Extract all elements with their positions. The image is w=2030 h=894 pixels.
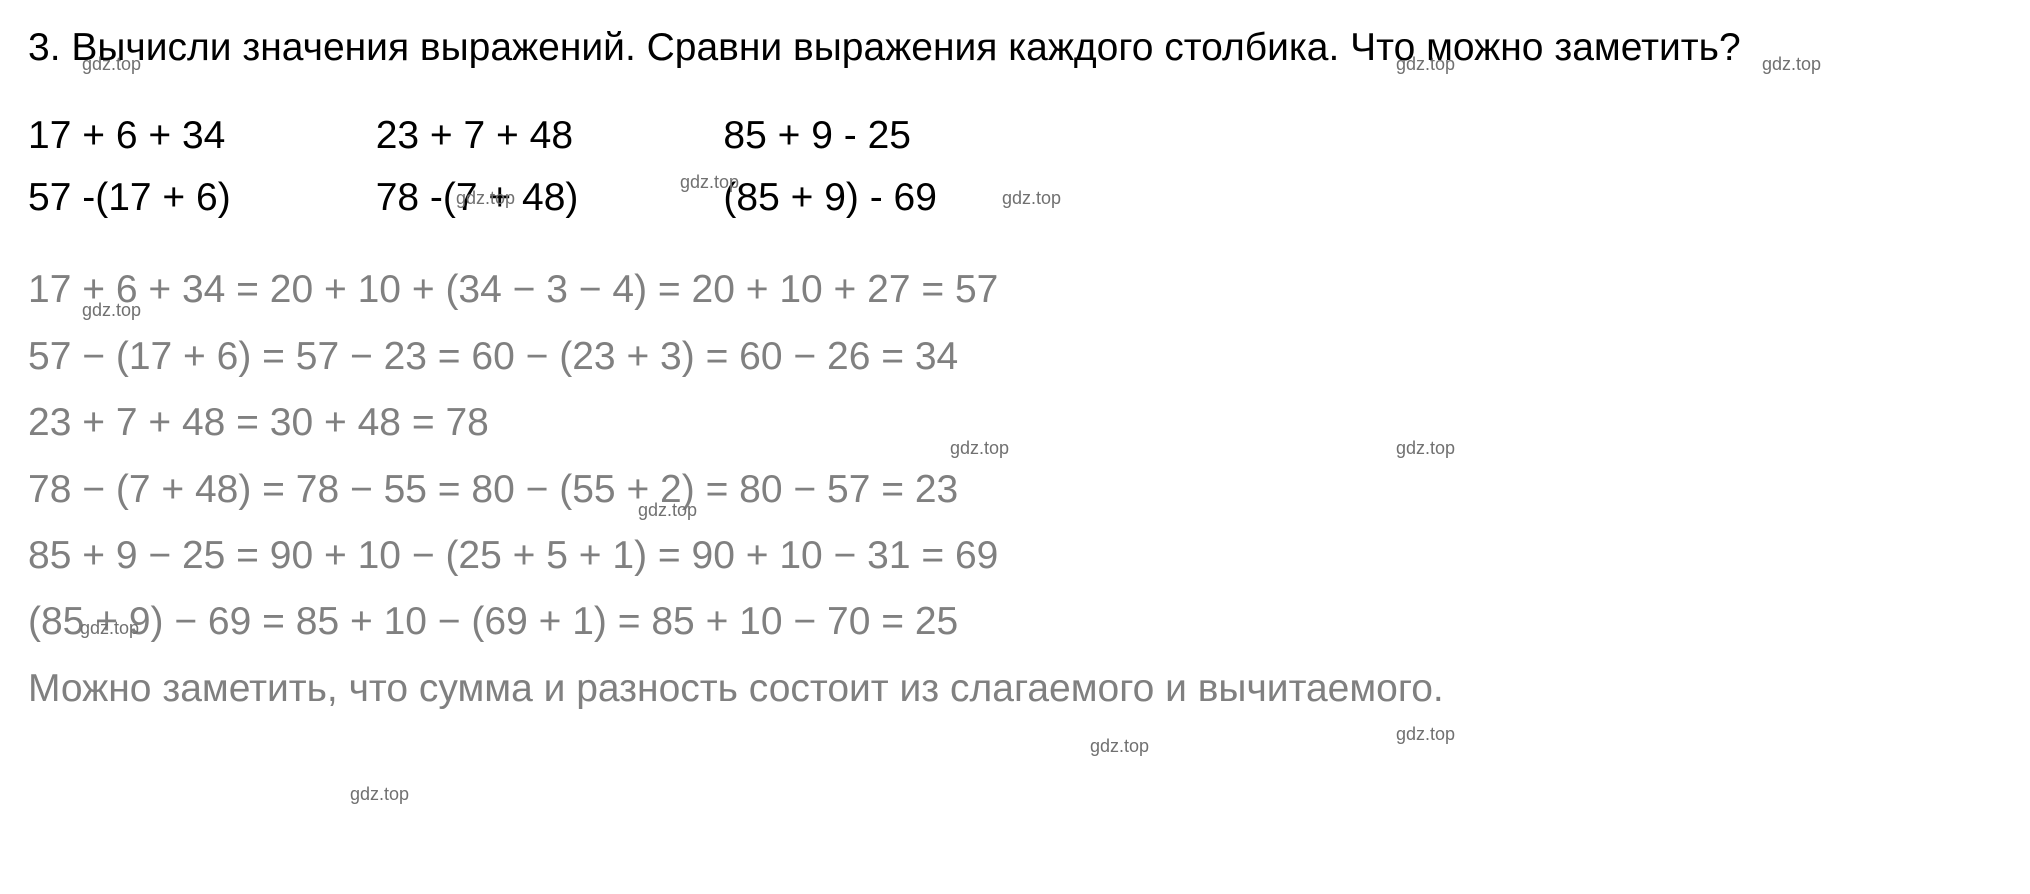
- column-1: 17 + 6 + 34 57 -(17 + 6): [28, 105, 231, 230]
- expr-c1-r2: 57 -(17 + 6): [28, 167, 231, 229]
- expr-c2-r2: 78 -(7 + 48): [376, 167, 579, 229]
- expression-columns: 17 + 6 + 34 57 -(17 + 6) 23 + 7 + 48 78 …: [28, 105, 2002, 230]
- watermark: gdz.top: [1396, 724, 1455, 745]
- expr-c1-r1: 17 + 6 + 34: [28, 105, 231, 167]
- expr-c3-r2: (85 + 9) - 69: [723, 167, 937, 229]
- expr-c3-r1: 85 + 9 - 25: [723, 105, 937, 167]
- column-3: 85 + 9 - 25 (85 + 9) - 69: [723, 105, 937, 230]
- solutions-block: 17 + 6 + 34 = 20 + 10 + (34 − 3 − 4) = 2…: [28, 259, 2002, 720]
- watermark: gdz.top: [350, 784, 409, 805]
- solution-line-3: 23 + 7 + 48 = 30 + 48 = 78: [28, 392, 2002, 454]
- watermark: gdz.top: [1090, 736, 1149, 757]
- column-2: 23 + 7 + 48 78 -(7 + 48): [376, 105, 579, 230]
- expr-c2-r1: 23 + 7 + 48: [376, 105, 579, 167]
- solution-line-2: 57 − (17 + 6) = 57 − 23 = 60 − (23 + 3) …: [28, 326, 2002, 388]
- solution-line-5: 85 + 9 − 25 = 90 + 10 − (25 + 5 + 1) = 9…: [28, 525, 2002, 587]
- question-text: 3. Вычисли значения выражений. Сравни вы…: [28, 20, 2002, 77]
- conclusion-text: Можно заметить, что сумма и разность сос…: [28, 658, 2002, 720]
- solution-line-6: (85 + 9) − 69 = 85 + 10 − (69 + 1) = 85 …: [28, 591, 2002, 653]
- solution-line-1: 17 + 6 + 34 = 20 + 10 + (34 − 3 − 4) = 2…: [28, 259, 2002, 321]
- solution-line-4: 78 − (7 + 48) = 78 − 55 = 80 − (55 + 2) …: [28, 459, 2002, 521]
